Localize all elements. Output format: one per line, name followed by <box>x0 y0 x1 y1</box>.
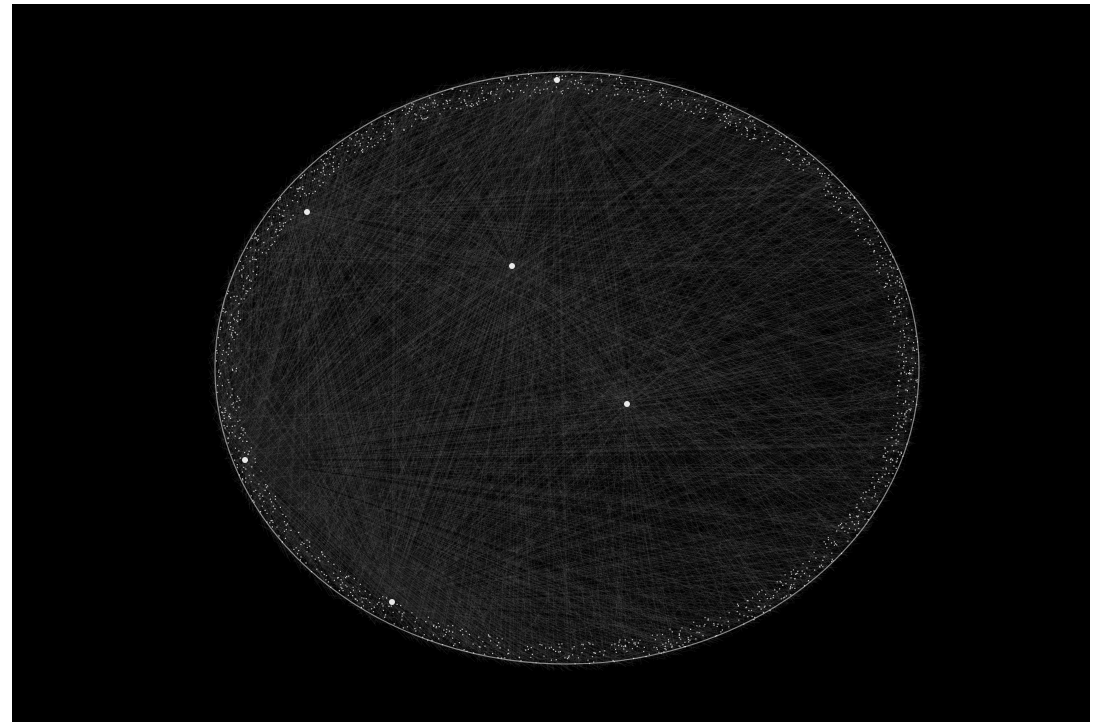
edge-bundle <box>208 67 925 672</box>
edge-layer <box>207 64 927 672</box>
network-canvas <box>12 4 1090 722</box>
edge-bundle <box>207 66 927 671</box>
background <box>12 4 1090 722</box>
hub-node <box>242 457 248 463</box>
edge-chords <box>209 66 925 670</box>
edge-bundle <box>207 64 927 672</box>
hub-node <box>389 599 395 605</box>
rim <box>214 71 920 665</box>
hub-node <box>304 209 310 215</box>
edge-bundle <box>208 64 927 672</box>
edge-bundle <box>212 66 924 668</box>
hub-node <box>554 77 560 83</box>
hub-node <box>509 263 515 269</box>
edge-bundle <box>208 67 926 671</box>
node-layer <box>215 73 919 665</box>
hub-node <box>624 401 630 407</box>
